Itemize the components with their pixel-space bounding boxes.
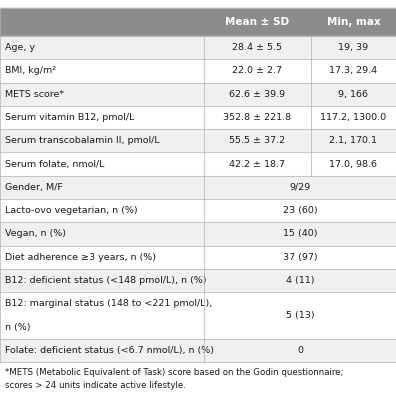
- Text: 17.3, 29.4: 17.3, 29.4: [329, 66, 377, 76]
- Text: Mean ± SD: Mean ± SD: [225, 17, 289, 27]
- Bar: [0, 339, 396, 362]
- Bar: [0, 269, 396, 292]
- Text: n (%): n (%): [5, 322, 30, 332]
- Text: B12: deficient status (<148 pmol/L), n (%): B12: deficient status (<148 pmol/L), n (…: [5, 276, 206, 285]
- Text: 19, 39: 19, 39: [338, 43, 369, 52]
- Bar: [0, 152, 396, 176]
- Text: Lacto-ovo vegetarian, n (%): Lacto-ovo vegetarian, n (%): [5, 206, 137, 215]
- Text: *METS (Metabolic Equivalent of Task) score based on the Godin questionnaire;: *METS (Metabolic Equivalent of Task) sco…: [5, 368, 343, 377]
- Text: 42.2 ± 18.7: 42.2 ± 18.7: [229, 160, 286, 168]
- Text: Serum transcobalamin II, pmol/L: Serum transcobalamin II, pmol/L: [5, 136, 159, 145]
- Text: Diet adherence ≥3 years, n (%): Diet adherence ≥3 years, n (%): [5, 253, 156, 262]
- Text: 17.0, 98.6: 17.0, 98.6: [329, 160, 377, 168]
- Text: BMI, kg/m²: BMI, kg/m²: [5, 66, 56, 76]
- Text: Min, max: Min, max: [327, 17, 380, 27]
- Text: Age, y: Age, y: [5, 43, 35, 52]
- Text: B12: marginal status (148 to <221 pmol/L),: B12: marginal status (148 to <221 pmol/L…: [5, 299, 212, 308]
- Text: Vegan, n (%): Vegan, n (%): [5, 230, 66, 238]
- Text: 2.1, 170.1: 2.1, 170.1: [329, 136, 377, 145]
- Bar: [0, 199, 396, 222]
- Text: 5 (13): 5 (13): [286, 311, 314, 320]
- Text: 28.4 ± 5.5: 28.4 ± 5.5: [232, 43, 282, 52]
- Text: Folate: deficient status (<6.7 nmol/L), n (%): Folate: deficient status (<6.7 nmol/L), …: [5, 346, 214, 355]
- Text: 55.5 ± 37.2: 55.5 ± 37.2: [229, 136, 286, 145]
- Text: Serum vitamin B12, pmol/L: Serum vitamin B12, pmol/L: [5, 113, 134, 122]
- Text: 9/29: 9/29: [289, 183, 310, 192]
- Bar: [0, 59, 396, 82]
- Text: Gender, M/F: Gender, M/F: [5, 183, 63, 192]
- Text: scores > 24 units indicate active lifestyle.: scores > 24 units indicate active lifest…: [5, 381, 186, 390]
- Bar: [0, 222, 396, 246]
- Text: 15 (40): 15 (40): [283, 230, 317, 238]
- Bar: [0, 82, 396, 106]
- Bar: [0, 292, 396, 339]
- Text: 352.8 ± 221.8: 352.8 ± 221.8: [223, 113, 291, 122]
- Bar: [0, 8, 396, 36]
- Text: 22.0 ± 2.7: 22.0 ± 2.7: [232, 66, 282, 76]
- Text: 62.6 ± 39.9: 62.6 ± 39.9: [229, 90, 286, 99]
- Text: METS score*: METS score*: [5, 90, 64, 99]
- Text: Serum folate, nmol/L: Serum folate, nmol/L: [5, 160, 104, 168]
- Bar: [0, 106, 396, 129]
- Text: 23 (60): 23 (60): [283, 206, 317, 215]
- Bar: [0, 176, 396, 199]
- Bar: [0, 36, 396, 59]
- Bar: [0, 246, 396, 269]
- Bar: [0, 129, 396, 152]
- Text: 0: 0: [297, 346, 303, 355]
- Text: 9, 166: 9, 166: [339, 90, 368, 99]
- Text: 37 (97): 37 (97): [283, 253, 317, 262]
- Text: 4 (11): 4 (11): [286, 276, 314, 285]
- Text: 117.2, 1300.0: 117.2, 1300.0: [320, 113, 386, 122]
